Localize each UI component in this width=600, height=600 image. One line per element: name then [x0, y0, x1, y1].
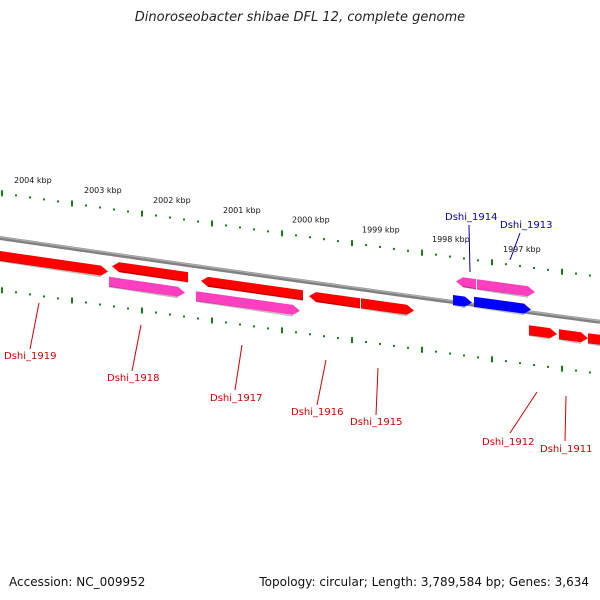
label-leader-line: [564, 395, 567, 442]
topology-text: Topology: circular; Length: 3,789,584 bp…: [259, 575, 589, 589]
gene-dshi-1918a-shadow: [118, 270, 189, 283]
label-leader-line: [316, 359, 327, 406]
gene-dshi-1917a: [201, 276, 303, 301]
label-leader-line: [468, 224, 471, 273]
scale-labels: 2004 kbp 2003 kbp 2002 kbp 2001 kbp 2000 kbp…: [14, 176, 541, 254]
scale-label: 1999 kbp: [362, 225, 400, 234]
label-leaders: [29, 224, 567, 442]
gene-dshi-1917a-shadow: [207, 285, 304, 302]
gene-label: Dshi_1915: [350, 417, 402, 428]
gene-label: Dshi_1919: [4, 351, 56, 362]
gene-label: Dshi_1911: [540, 444, 592, 455]
genome-title: Dinoroseobacter shibae DFL 12, complete …: [134, 10, 466, 25]
gene-dshi-1913: [474, 296, 531, 314]
outer-tick-track: [1, 190, 591, 277]
gene-dshi-1914-shadow: [452, 304, 466, 309]
gene-label: Dshi_1918: [107, 373, 159, 384]
gene-dshi-1918a: [112, 262, 188, 283]
gene-dshi-1912-shadow: [528, 334, 551, 340]
gene-track: [0, 251, 600, 347]
gene-dshi-1914: [453, 295, 472, 307]
gene-dshi-1910: [588, 333, 600, 345]
gene-dshi-1919: [0, 251, 108, 276]
gene-dshi-1911-shadow: [558, 338, 582, 344]
gene-dshi-1917-shadow: [195, 300, 294, 317]
gene-dshi-1916: [309, 292, 360, 309]
label-leader-line: [29, 302, 40, 350]
gene-dshi-1913a-shadow: [476, 288, 529, 298]
gene-dshi-1914a: [456, 277, 476, 290]
scale-label: 1997 kbp: [503, 245, 541, 254]
gene-dshi-1919-shadow: [0, 260, 102, 278]
scale-label: 2003 kbp: [84, 186, 122, 195]
label-leader-line: [375, 367, 379, 416]
gene-dshi-1913a: [477, 279, 535, 297]
gene-label: Dshi_1913: [500, 220, 552, 231]
gene-dshi-1917: [196, 291, 300, 315]
gene-label: Dshi_1917: [210, 393, 262, 404]
gene-labels: Dshi_1919 Dshi_1918 Dshi_1917 Dshi_1916 Dshi…: [4, 212, 592, 455]
scale-label: 2002 kbp: [153, 196, 191, 205]
gene-dshi-1914a-shadow: [462, 285, 477, 290]
scale-label: 2001 kbp: [223, 206, 261, 215]
gene-dshi-1915-shadow: [360, 307, 408, 317]
label-leader-line: [509, 391, 538, 434]
gene-dshi-1912: [529, 325, 557, 339]
gene-dshi-1913-shadow: [473, 306, 525, 316]
gene-dshi-1915: [361, 298, 414, 315]
gene-label: Dshi_1912: [482, 437, 534, 448]
scale-label: 1998 kbp: [432, 235, 470, 244]
gene-dshi-1911: [559, 329, 588, 343]
label-leader-line: [234, 344, 243, 391]
gene-dshi-1910-shadow: [587, 342, 600, 347]
gene-dshi-1916-shadow: [315, 300, 361, 309]
gene-label: Dshi_1916: [291, 407, 343, 418]
scale-label: 2004 kbp: [14, 176, 52, 185]
inner-tick-track: [1, 287, 591, 374]
label-leader-line: [509, 232, 521, 261]
gene-dshi-1918: [109, 276, 185, 297]
gene-dshi-1918-shadow: [108, 286, 179, 299]
accession-text: Accession: NC_009952: [9, 575, 146, 589]
gene-label: Dshi_1914: [445, 212, 497, 223]
scale-label: 2000 kbp: [292, 216, 330, 225]
label-leader-line: [131, 324, 142, 372]
